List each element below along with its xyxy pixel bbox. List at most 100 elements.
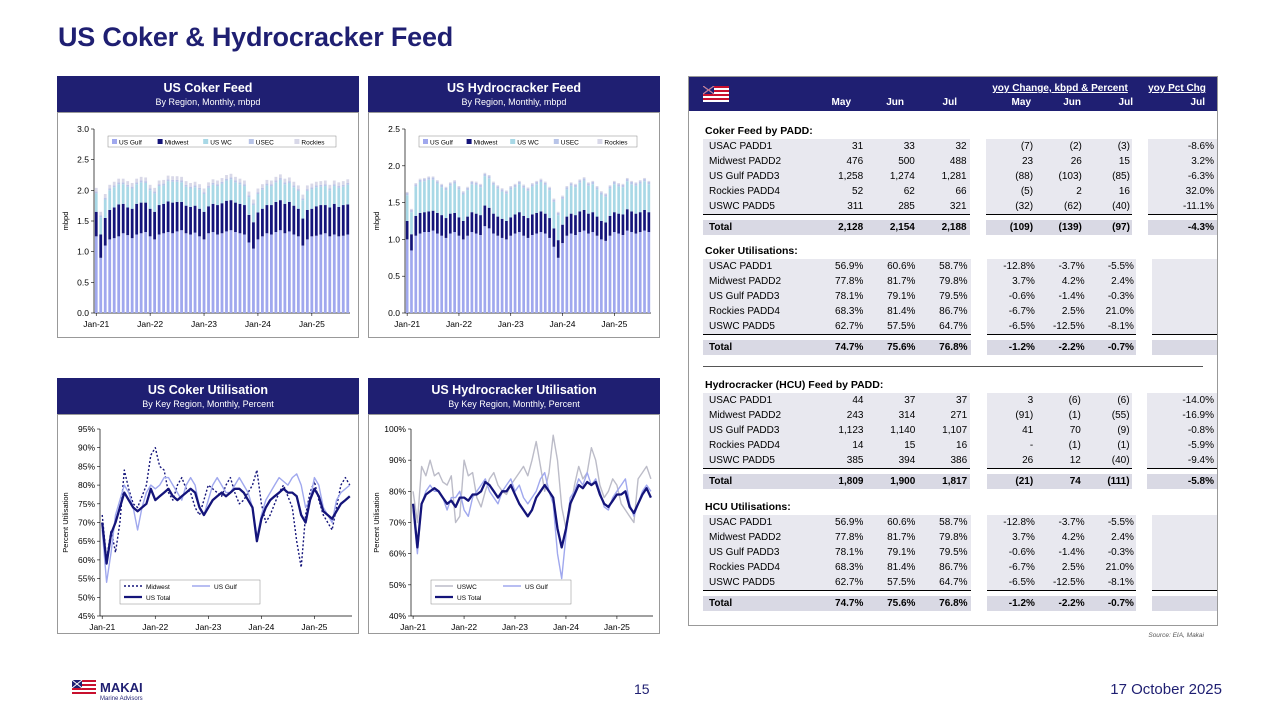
cell-value: -0.3%: [1086, 545, 1136, 560]
cell-value: -6.7%: [987, 560, 1037, 575]
y-tick-label: 70%: [389, 518, 406, 528]
bar-segment: [643, 209, 646, 231]
legend-label: Rockies: [604, 140, 628, 147]
bar-segment: [220, 233, 224, 313]
y-tick-label: 85%: [78, 461, 95, 471]
bar-segment: [99, 215, 103, 218]
hcu-feed-header: US Hydrocracker Feed By Region, Monthly,…: [368, 76, 660, 112]
bar-segment: [287, 181, 291, 183]
source-note: Source: EIA, Makai: [1148, 632, 1204, 639]
bar-segment: [461, 221, 465, 240]
bar-segment: [483, 172, 487, 174]
cell-value: (40): [1082, 453, 1132, 469]
cell-spacer: [1132, 408, 1148, 423]
bar-segment: [405, 195, 409, 221]
bar-segment: [552, 199, 556, 202]
cell-value: 62: [866, 184, 918, 199]
bar-segment: [144, 181, 148, 183]
bar-segment: [341, 184, 345, 187]
bar-segment: [292, 181, 296, 186]
legend-swatch: [597, 139, 603, 144]
table-row: Total 1,809 1,900 1,817 (21) 74 (111) -5.8%: [703, 474, 1217, 489]
bar-segment: [252, 222, 255, 249]
bar-segment: [647, 212, 651, 233]
cell-spacer: [1132, 453, 1148, 469]
table-row: Rockies PADD4 14 15 16- (1) (1) -5.9%: [703, 438, 1217, 453]
bar-segment: [574, 234, 577, 313]
section-table: USAC PADD1 44 37 37 3 (6) (6) -14.0% Midwest PAD…: [703, 393, 1217, 489]
cell-value: 3: [986, 393, 1036, 408]
legend-label: Rockies: [301, 140, 325, 147]
cell-value: -0.8%: [1147, 423, 1217, 438]
bar-segment: [552, 201, 556, 229]
y-tick-label: 50%: [389, 580, 406, 590]
cell-spacer: [1136, 274, 1152, 289]
bar-segment: [513, 187, 517, 215]
bar-segment: [153, 191, 157, 194]
cell-value: 44: [814, 393, 867, 408]
bar-segment: [418, 179, 422, 182]
bar-segment: [643, 179, 646, 182]
bar-segment: [587, 233, 590, 313]
bar-segment: [171, 176, 174, 180]
row-label: USAC PADD1: [703, 393, 815, 408]
bar-segment: [587, 182, 590, 184]
cell-spacer: [970, 393, 987, 408]
y-tick-label: 0.0: [77, 308, 89, 318]
table-row: Midwest PADD2 243 314 271 (91) (1) (55) -16.9%: [703, 408, 1217, 423]
bar-segment: [332, 184, 336, 187]
footer-date: 17 October 2025: [1110, 681, 1222, 698]
bar-segment: [274, 176, 278, 181]
cell-value: 476: [814, 154, 867, 169]
bar-segment: [535, 180, 538, 182]
x-tick-label: Jan-21: [400, 622, 426, 632]
cell-spacer: [971, 304, 988, 319]
x-tick-label: Jan-25: [301, 622, 327, 632]
legend-label: USEC: [561, 140, 579, 147]
row-label: Rockies PADD4: [703, 304, 815, 319]
bar-segment: [444, 218, 448, 238]
bar-segment: [305, 189, 309, 191]
bar-segment: [166, 201, 170, 233]
bar-segment: [323, 233, 327, 313]
bar-segment: [229, 179, 233, 201]
bar-segment: [265, 183, 269, 186]
bar-segment: [522, 184, 526, 186]
bar-segment: [600, 221, 603, 240]
bar-segment: [436, 181, 439, 184]
bar-segment: [337, 182, 341, 187]
bar-segment: [189, 206, 192, 235]
bar-segment: [211, 184, 215, 204]
bar-segment: [346, 204, 350, 235]
bar-segment: [211, 203, 215, 233]
cell-spacer: [1132, 199, 1148, 215]
row-label: Total: [703, 474, 815, 489]
bar-segment: [121, 233, 125, 313]
bar-segment: [112, 187, 116, 208]
y-tick-label: 100%: [384, 424, 406, 434]
legend-swatch: [553, 139, 559, 144]
bar-segment: [474, 181, 478, 183]
series-line: [412, 434, 652, 530]
coker-util-chart: 45% 50% 55% 60% 65% 70% 75% 80% 85% 90% 95% Jan-21 J…: [61, 424, 352, 632]
cell-value: -8.1%: [1086, 319, 1136, 335]
bar-segment: [283, 233, 287, 313]
bar-segment: [561, 196, 564, 199]
bar-segment: [314, 181, 318, 186]
cell-value: -1.2%: [987, 596, 1037, 611]
bar-segment: [496, 185, 500, 187]
cell-value: (5): [986, 184, 1036, 199]
cell-value: 56.9%: [814, 259, 867, 274]
section-table: USAC PADD1 31 33 32 (7) (2) (3) -8.6% Midwest PA…: [703, 139, 1217, 235]
cell-spacer: [1136, 340, 1152, 355]
bar-segment: [548, 186, 551, 188]
bar-segment: [323, 180, 327, 185]
bar-segment: [461, 194, 465, 221]
bar-segment: [630, 232, 633, 313]
cell-value: 1,900: [866, 474, 919, 489]
bar-segment: [162, 179, 166, 184]
bar-segment: [166, 179, 170, 182]
cell-value: [1151, 259, 1217, 274]
bar-segment: [561, 195, 564, 197]
bar-segment: [569, 182, 573, 184]
